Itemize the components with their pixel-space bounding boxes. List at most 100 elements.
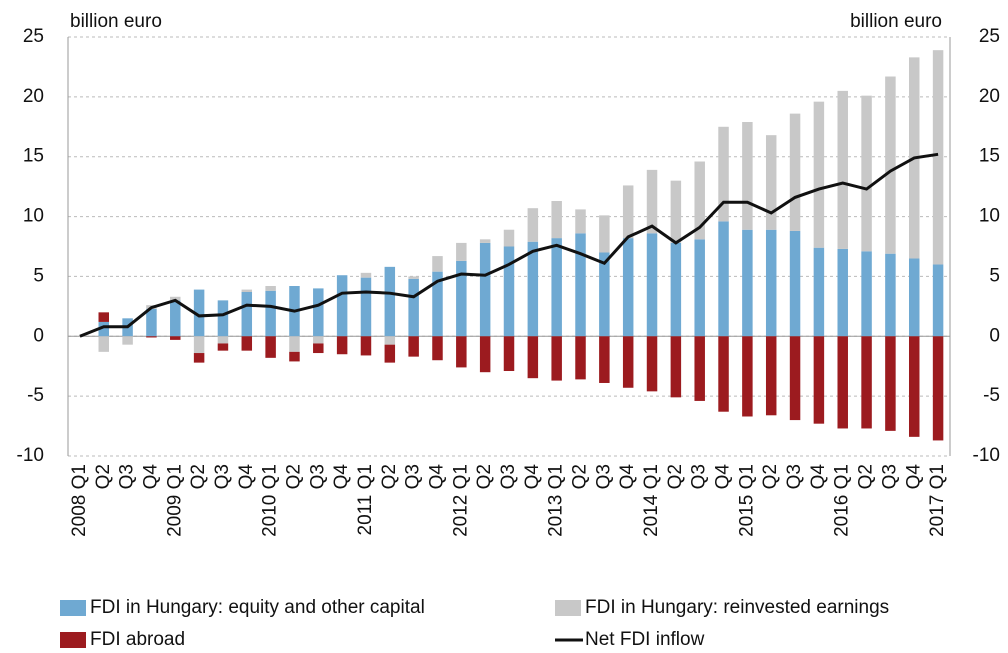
bar [170,296,181,301]
bar [837,248,848,337]
bar [575,336,586,380]
y2-tick-label: -5 [983,385,1000,406]
bar [193,289,205,337]
bar [694,336,705,401]
bar [456,336,467,368]
y-tick-label: 0 [33,325,44,346]
bar [575,209,586,234]
bar [789,230,801,337]
bar [599,252,610,337]
bar [360,277,372,337]
x-tick-label: Q2 [188,464,209,489]
x-tick-label: Q3 [403,464,424,489]
y2-tick-label: 25 [979,26,1000,47]
bar [313,343,324,354]
x-tick-label: Q3 [117,464,138,489]
x-tick-label: Q2 [760,464,781,489]
bar [670,242,682,337]
bar [813,336,825,424]
x-tick-label: Q4 [808,464,829,490]
bar [551,336,562,381]
x-tick-label: 2010 Q1 [260,464,281,537]
bar [503,246,515,337]
y-tick-label: -10 [17,445,44,466]
bar [360,272,372,278]
bar [813,247,825,337]
bar [456,242,467,261]
bar [789,336,801,421]
bar [646,336,658,392]
bar [599,336,610,383]
y2-tick-label: 5 [989,265,1000,286]
x-tick-label: 2015 Q1 [736,464,757,537]
bar [789,113,801,231]
bar [384,266,396,337]
bar [742,229,753,337]
x-tick-label: Q4 [903,464,924,490]
bar [503,229,515,247]
bar [932,336,944,441]
bar [122,336,133,345]
legend-label: FDI in Hungary: reinvested earnings [585,597,889,618]
x-tick-label: Q2 [379,464,400,489]
x-tick-label: 2017 Q1 [927,464,948,537]
bar [885,336,896,431]
bar [908,336,920,437]
x-tick-label: Q3 [212,464,233,489]
bar [289,351,300,362]
x-tick-label: Q4 [522,464,543,490]
bar [146,336,157,338]
x-tick-label: Q2 [665,464,686,489]
bar [622,185,634,239]
line [79,152,939,338]
bar [837,336,848,429]
x-tick-label: Q4 [236,464,257,490]
bar [837,90,848,249]
x-tick-label: 2016 Q1 [832,464,853,537]
legend-swatch [60,600,86,616]
bar [336,275,348,337]
bar [765,336,777,416]
x-tick-label: 2011 Q1 [355,464,376,535]
x-tick-label: Q3 [307,464,328,489]
bar [885,253,896,337]
bar [336,336,348,355]
bar [193,336,205,354]
bar [479,242,491,337]
bar [432,336,443,361]
bar [313,288,324,337]
y2-tick-label: 0 [989,325,1000,346]
bar [813,101,825,248]
bar [241,336,253,351]
bar [551,238,562,337]
bar [265,290,276,337]
x-tick-label: 2013 Q1 [546,464,567,537]
bar [313,336,324,344]
bar [861,336,872,429]
x-tick-label: 2008 Q1 [69,464,90,537]
bar [694,239,705,337]
bar [765,135,777,230]
x-tick-label: Q4 [427,464,448,490]
bar [551,201,562,239]
bar [527,241,539,337]
x-tick-label: Q2 [283,464,304,489]
x-tick-label: Q4 [331,464,352,490]
bar [408,276,419,279]
bar [265,286,276,291]
bar [599,215,610,253]
bar [885,76,896,254]
legend-label: FDI abroad [90,629,185,650]
bar [694,161,705,240]
bar [384,336,396,345]
bar [765,229,777,337]
y-tick-label: 25 [23,26,44,47]
bar [527,336,539,379]
bar [241,291,253,337]
bar [360,336,372,356]
bar [646,169,658,234]
x-tick-label: Q3 [879,464,900,489]
bar [718,221,729,337]
bar [241,289,253,292]
